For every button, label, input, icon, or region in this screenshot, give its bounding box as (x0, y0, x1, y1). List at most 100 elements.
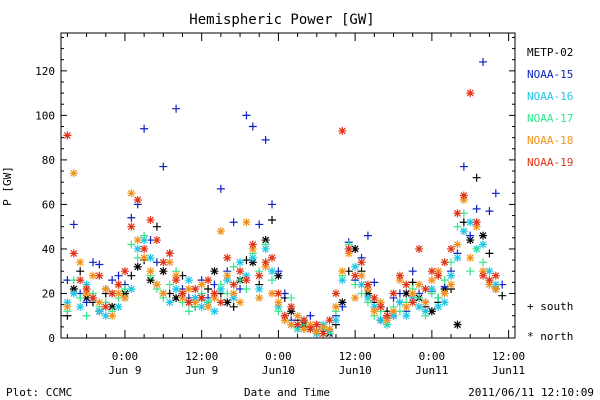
legend-item-noaa-18: NOAA-18 (527, 134, 573, 147)
north-point (287, 302, 296, 311)
south-point (421, 311, 430, 320)
south-point (472, 173, 481, 182)
north-point (76, 276, 85, 285)
north-point (287, 320, 296, 329)
north-point (204, 302, 213, 311)
south-point (466, 231, 475, 240)
north-point (370, 307, 379, 316)
south-point (95, 260, 104, 269)
north-point (459, 195, 468, 204)
north-point (402, 311, 411, 320)
north-point (101, 285, 110, 294)
north-point (287, 307, 296, 316)
north-point (197, 302, 206, 311)
north-point (242, 271, 251, 280)
north-point (357, 271, 366, 280)
north-point (165, 249, 174, 258)
north-point (402, 289, 411, 298)
north-point (229, 293, 238, 302)
north-point (459, 227, 468, 236)
south-point (261, 240, 270, 249)
north-point (82, 280, 91, 289)
north-point (491, 280, 500, 289)
north-point (274, 302, 283, 311)
north-point (479, 240, 488, 249)
south-point (140, 124, 149, 133)
plot-timestamp: 2011/06/11 12:10:09 (468, 386, 594, 399)
south-point (108, 276, 117, 285)
x-tick-label-date: Jun10 (262, 364, 295, 377)
north-point (236, 298, 245, 307)
north-point (261, 236, 270, 245)
y-axis-label: P [GW] (1, 166, 14, 206)
north-point (223, 253, 232, 262)
north-point (172, 285, 181, 294)
north-point (197, 280, 206, 289)
north-point (453, 320, 462, 329)
north-point (351, 271, 360, 280)
north-point (216, 227, 225, 236)
north-point (395, 276, 404, 285)
north-point (389, 307, 398, 316)
north-point (140, 253, 149, 262)
north-point (255, 285, 264, 294)
north-point (191, 293, 200, 302)
north-point (159, 258, 168, 267)
north-point (415, 280, 424, 289)
north-point (293, 320, 302, 329)
north-point (204, 276, 213, 285)
north-point (363, 280, 372, 289)
south-point (76, 293, 85, 302)
north-point (351, 262, 360, 271)
plot-frame (60, 32, 516, 339)
y-tick-label: 0 (48, 332, 55, 345)
south-point (184, 307, 193, 316)
south-point (229, 302, 238, 311)
south-point (427, 289, 436, 298)
north-point (101, 311, 110, 320)
north-point (370, 302, 379, 311)
north-point (178, 293, 187, 302)
north-point (268, 289, 277, 298)
south-point (159, 162, 168, 171)
north-point (268, 253, 277, 262)
north-point (344, 249, 353, 258)
north-point (242, 276, 251, 285)
south-point (88, 258, 97, 267)
north-point (363, 289, 372, 298)
north-point (159, 289, 168, 298)
north-point (376, 316, 385, 325)
north-point (293, 311, 302, 320)
y-tick-label: 60 (42, 198, 55, 211)
north-point (351, 293, 360, 302)
north-point (159, 267, 168, 276)
south-point (357, 289, 366, 298)
north-point (325, 316, 334, 325)
south-point (261, 135, 270, 144)
legend-item-metp-02: METP-02 (527, 46, 573, 59)
north-point (415, 302, 424, 311)
north-point (120, 289, 129, 298)
south-point (216, 280, 225, 289)
north-point (236, 267, 245, 276)
north-point (274, 289, 283, 298)
north-point (108, 289, 117, 298)
north-point (152, 236, 161, 245)
y-tick-label: 40 (42, 243, 55, 256)
south-point (114, 271, 123, 280)
north-point (184, 276, 193, 285)
north-point (447, 280, 456, 289)
north-point (172, 293, 181, 302)
south-point (408, 267, 417, 276)
north-point (402, 280, 411, 289)
north-point (363, 293, 372, 302)
north-point (172, 276, 181, 285)
north-point (338, 126, 347, 135)
north-point (479, 271, 488, 280)
north-point (255, 271, 264, 280)
north-point (133, 236, 142, 245)
series-noaa-15 (63, 57, 507, 338)
x-tick-label-time: 12:00 (339, 350, 372, 363)
south-point (204, 285, 213, 294)
